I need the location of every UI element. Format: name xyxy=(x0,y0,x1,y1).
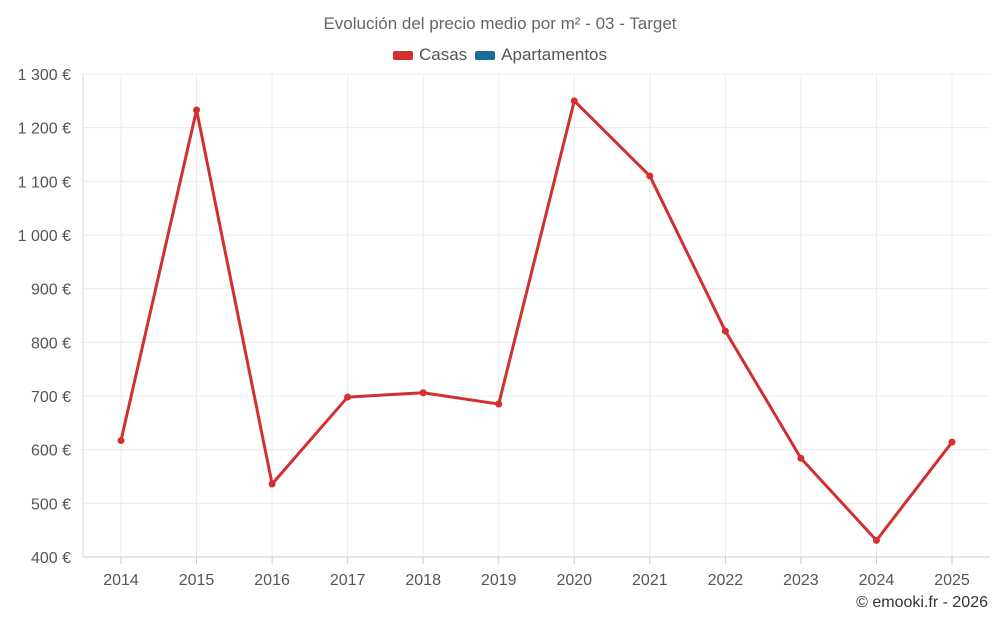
x-tick-label: 2014 xyxy=(103,572,139,589)
x-tick-label: 2025 xyxy=(934,572,970,589)
data-point-casas xyxy=(646,172,654,180)
data-point-casas xyxy=(948,438,956,446)
legend-item-casas[interactable]: Casas xyxy=(392,45,468,65)
x-tick-label: 2020 xyxy=(556,572,592,589)
legend-item-apartamentos[interactable]: Apartamentos xyxy=(475,45,607,65)
data-point-casas xyxy=(419,389,427,397)
legend-label-casas: Casas xyxy=(418,45,468,64)
x-tick-label: 2015 xyxy=(179,572,215,589)
y-tick-label: 1 200 € xyxy=(18,121,71,138)
x-tick-label: 2016 xyxy=(254,572,290,589)
y-tick-label: 1 000 € xyxy=(18,228,71,245)
x-tick-label: 2024 xyxy=(859,572,895,589)
data-point-casas xyxy=(344,393,352,401)
x-tick-label: 2017 xyxy=(330,572,366,589)
x-tick-label: 2019 xyxy=(481,572,517,589)
x-tick-label: 2021 xyxy=(632,572,668,589)
x-tick-label: 2022 xyxy=(708,572,744,589)
x-tick-label: 2023 xyxy=(783,572,819,589)
y-tick-label: 1 100 € xyxy=(18,174,71,191)
credit-text: © emooki.fr - 2026 xyxy=(856,594,988,611)
chart-title: Evolución del precio medio por m² - 03 -… xyxy=(323,14,677,33)
series-line-casas xyxy=(119,99,954,542)
data-point-casas xyxy=(193,106,201,114)
x-tick-label: 2018 xyxy=(405,572,441,589)
data-point-casas xyxy=(570,97,578,105)
y-tick-label: 900 € xyxy=(31,282,71,299)
y-tick-label: 500 € xyxy=(31,496,71,513)
legend-swatch-casas xyxy=(392,50,413,60)
chart-legend: Casas Apartamentos xyxy=(0,45,1000,65)
y-tick-label: 1 300 € xyxy=(18,67,71,84)
legend-label-apartamentos: Apartamentos xyxy=(501,45,608,64)
y-tick-label: 800 € xyxy=(31,335,71,352)
y-tick-label: 700 € xyxy=(31,389,71,406)
legend-swatch-apartamentos xyxy=(475,50,496,60)
data-point-casas xyxy=(495,400,503,408)
y-tick-label: 400 € xyxy=(31,550,71,567)
data-point-casas xyxy=(797,454,805,462)
data-point-casas xyxy=(872,536,880,544)
data-point-casas xyxy=(268,480,276,488)
data-point-casas xyxy=(117,437,125,445)
data-point-casas xyxy=(721,327,729,335)
y-tick-label: 600 € xyxy=(31,443,71,460)
